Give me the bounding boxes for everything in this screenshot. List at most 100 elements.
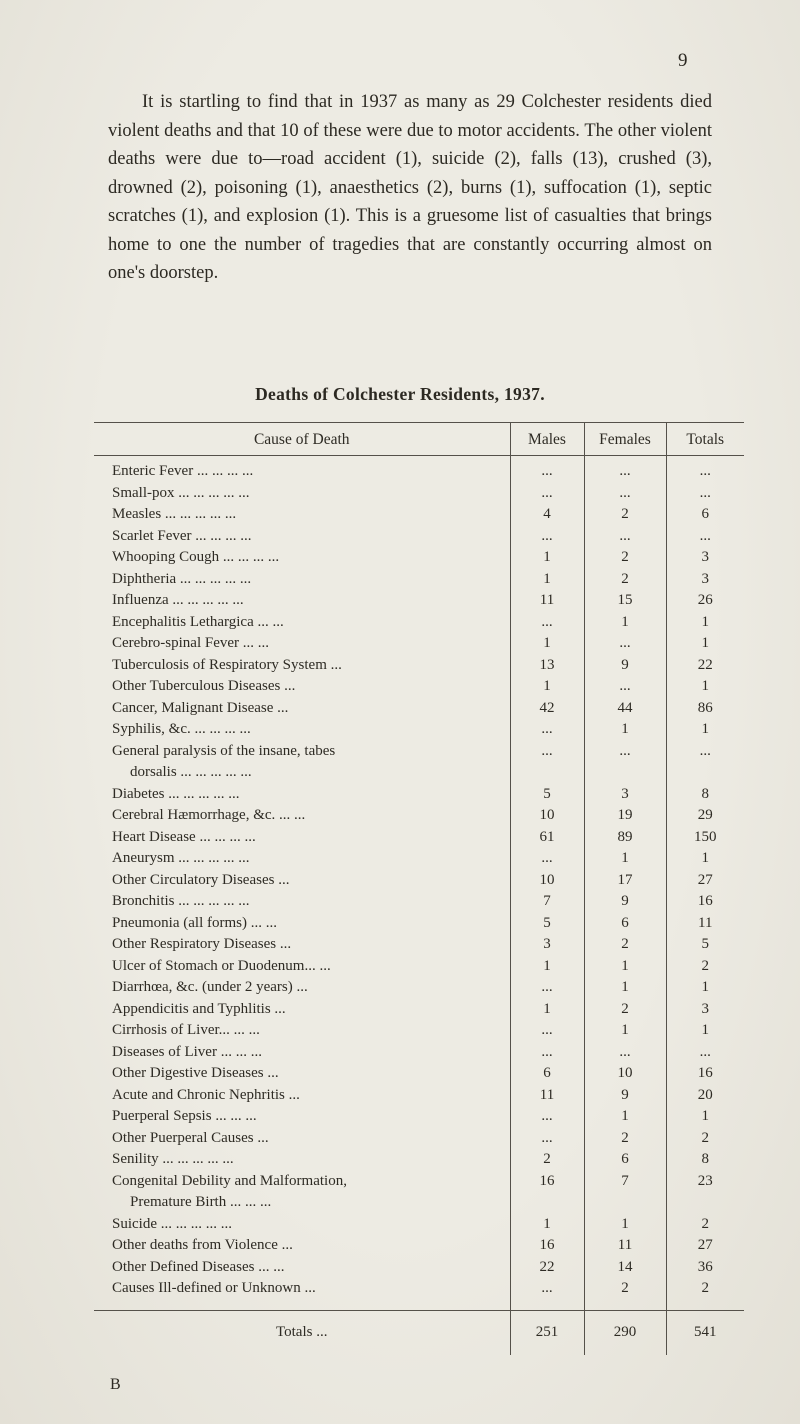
totals-cell: 1 [665, 611, 744, 633]
totals-cell: 1 [665, 633, 744, 655]
cause-cell: Diarrhœa, &c. (under 2 years) ... [112, 979, 308, 995]
table-row: Diphtheria ... ... ... ... ... 1 2 3 [94, 568, 744, 590]
totals-cell: 1 [665, 848, 744, 870]
table-row: Ulcer of Stomach or Duodenum... ... 1 1 2 [94, 955, 744, 977]
males-cell: 6 [509, 1063, 584, 1085]
intro-paragraph: It is startling to find that in 1937 as … [108, 92, 712, 283]
females-cell: 1 [583, 1020, 666, 1042]
males-cell: ... [509, 1041, 584, 1063]
females-cell: 10 [583, 1063, 666, 1085]
totals-cell: ... [665, 740, 744, 784]
males-cell: 13 [509, 654, 584, 676]
cause-cell: Syphilis, &c. ... ... ... ... [112, 721, 251, 737]
females-cell: ... [583, 455, 666, 483]
totals-cell: 27 [665, 1235, 744, 1257]
table-row: Cirrhosis of Liver... ... ...... 1 1 [94, 1020, 744, 1042]
cause-cell: Cerebro-spinal Fever ... ... [112, 635, 270, 651]
females-cell: 2 [583, 934, 666, 956]
totals-cell: 6 [665, 504, 744, 526]
cause-cell: Cirrhosis of Liver... ... ... [112, 1022, 260, 1038]
table-row: Other deaths from Violence ... 16 11 27 [94, 1235, 744, 1257]
males-cell: ... [509, 611, 584, 633]
cause-cell: Other Puerperal Causes ... [112, 1129, 269, 1146]
males-cell: 16 [509, 1235, 584, 1257]
cause-cell: Measles ... ... ... ... ... [112, 506, 237, 522]
totals-cell: 11 [665, 912, 744, 934]
totals-cell: 86 [665, 697, 744, 719]
cause-cell: Other Tuberculous Diseases ... [112, 678, 296, 694]
cause-cell: Diphtheria ... ... ... ... ... [112, 570, 252, 587]
totals-row: Totals ... 251 290 541 [94, 1309, 744, 1355]
females-cell: ... [583, 482, 666, 504]
males-cell: ... [509, 740, 584, 784]
table-row: Aneurysm ... ... ... ... ...... 1 1 [94, 848, 744, 870]
table-row: Encephalitis Lethargica ... ...... 1 1 [94, 611, 744, 633]
cause-cell: Influenza ... ... ... ... ... [112, 592, 244, 608]
females-cell: 14 [583, 1256, 666, 1278]
cause-cell: Ulcer of Stomach or Duodenum... ... [112, 957, 331, 974]
table-row: Heart Disease ... ... ... ... 61 89 150 [94, 826, 744, 848]
females-cell: 2 [583, 504, 666, 526]
males-cell: 7 [509, 891, 584, 913]
males-cell: ... [509, 1106, 584, 1128]
totals-cell: 2 [665, 1127, 744, 1149]
females-cell: ... [583, 676, 666, 698]
table-row: Cerebral Hæmorrhage, &c. ... ... 10 19 29 [94, 805, 744, 827]
cause-cell: Other Circulatory Diseases ... [112, 871, 290, 888]
col-header-males: Males [509, 422, 584, 456]
table-body: Enteric Fever ... ... ... ............ Sm… [94, 455, 744, 1310]
table-row: General paralysis of the insane, tabes d… [94, 740, 744, 784]
table-row: Diabetes ... ... ... ... ... 5 3 8 [94, 783, 744, 805]
cause-cell: Enteric Fever ... ... ... ... [112, 463, 254, 479]
females-cell: 2 [583, 1278, 666, 1310]
females-cell: 17 [583, 869, 666, 891]
cause-cell: Whooping Cough ... ... ... ... [112, 549, 280, 565]
totals-cell: 36 [665, 1256, 744, 1278]
cause-cell: Pneumonia (all forms) ... ... [112, 914, 277, 931]
cause-cell: General paralysis of the insane, tabes d… [112, 742, 336, 781]
males-cell: 10 [509, 869, 584, 891]
totals-cell: 16 [665, 1063, 744, 1085]
females-cell: 3 [583, 783, 666, 805]
totals-cell: 1 [665, 1106, 744, 1128]
totals-cell: 150 [665, 826, 744, 848]
table-row: Tuberculosis of Respiratory System ... 13… [94, 654, 744, 676]
cause-cell: Congenital Debility and Malformation, Pr… [112, 1172, 347, 1211]
cause-cell: Heart Disease ... ... ... ... [112, 828, 256, 845]
totals-cell: 2 [665, 955, 744, 977]
table-row: Syphilis, &c. ... ... ... ...... 1 1 [94, 719, 744, 741]
table-row: Other Respiratory Diseases ... 3 2 5 [94, 934, 744, 956]
males-cell: 5 [509, 912, 584, 934]
totals-cell: 3 [665, 547, 744, 569]
totals-cell: ... [665, 482, 744, 504]
cause-cell: Other Digestive Diseases ... [112, 1065, 279, 1081]
table-row: Other Digestive Diseases ... 6 10 16 [94, 1063, 744, 1085]
totals-cell: 1 [665, 719, 744, 741]
table-row: Other Circulatory Diseases ... 10 17 27 [94, 869, 744, 891]
table-row: Small-pox ... ... ... ... ............ [94, 482, 744, 504]
males-cell: ... [509, 848, 584, 870]
females-cell: 2 [583, 1127, 666, 1149]
cause-cell: Encephalitis Lethargica ... ... [112, 613, 284, 630]
females-cell: 44 [583, 697, 666, 719]
totals-cell: 2 [665, 1213, 744, 1235]
cause-cell: Scarlet Fever ... ... ... ... [112, 527, 252, 544]
table-row: Cerebro-spinal Fever ... ... 1... 1 [94, 633, 744, 655]
totals-label: Totals ... [94, 1309, 510, 1355]
header-row: Cause of Death Males Females Totals [94, 422, 744, 456]
totals-cell: 1 [665, 1020, 744, 1042]
cause-cell: Causes Ill-defined or Unknown ... [112, 1280, 316, 1296]
cause-cell: Aneurysm ... ... ... ... ... [112, 850, 250, 866]
males-cell: 1 [509, 998, 584, 1020]
totals-cell: 20 [665, 1084, 744, 1106]
table-row: Puerperal Sepsis ... ... ...... 1 1 [94, 1106, 744, 1128]
totals-cell: 27 [665, 869, 744, 891]
table-header: Cause of Death Males Females Totals [94, 422, 744, 456]
cause-cell: Other Defined Diseases ... ... [112, 1258, 285, 1275]
males-cell: 3 [509, 934, 584, 956]
females-cell: 89 [583, 826, 666, 848]
table-row: Scarlet Fever ... ... ... ............ [94, 525, 744, 547]
totals-cell: 5 [665, 934, 744, 956]
females-cell: 19 [583, 805, 666, 827]
cause-cell: Other Respiratory Diseases ... [112, 936, 292, 952]
